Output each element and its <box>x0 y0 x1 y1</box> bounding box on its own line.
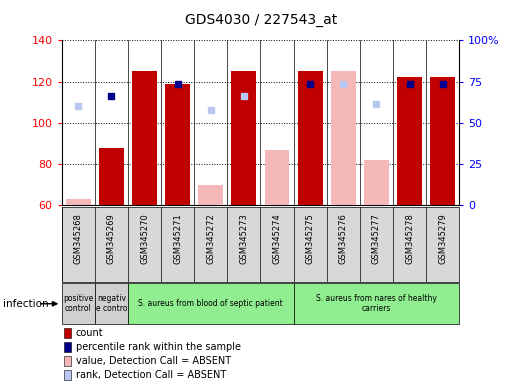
Bar <box>64 342 71 352</box>
Bar <box>331 71 356 205</box>
Text: GSM345274: GSM345274 <box>272 214 281 264</box>
Text: GSM345270: GSM345270 <box>140 214 149 264</box>
Text: GSM345276: GSM345276 <box>339 214 348 264</box>
Text: GSM345272: GSM345272 <box>206 214 215 264</box>
Text: GSM345269: GSM345269 <box>107 214 116 264</box>
Text: percentile rank within the sample: percentile rank within the sample <box>76 342 241 352</box>
Text: GDS4030 / 227543_at: GDS4030 / 227543_at <box>185 13 338 27</box>
Bar <box>95 283 128 324</box>
Text: S. aureus from blood of septic patient: S. aureus from blood of septic patient <box>139 299 283 308</box>
Bar <box>293 283 459 324</box>
Bar <box>298 71 323 205</box>
Bar <box>397 78 422 205</box>
Bar <box>62 283 95 324</box>
Text: GSM345279: GSM345279 <box>438 214 447 264</box>
Text: GSM345275: GSM345275 <box>305 214 315 264</box>
Bar <box>64 370 71 380</box>
Text: positive
control: positive control <box>63 294 94 313</box>
Text: rank, Detection Call = ABSENT: rank, Detection Call = ABSENT <box>76 370 226 380</box>
Bar <box>232 71 256 205</box>
Bar <box>128 283 293 324</box>
Text: infection: infection <box>3 299 48 309</box>
Bar <box>165 84 190 205</box>
Bar <box>66 199 90 205</box>
Bar <box>64 328 71 338</box>
Bar <box>198 185 223 205</box>
Text: negativ
e contro: negativ e contro <box>96 294 127 313</box>
Bar <box>132 71 157 205</box>
Bar <box>364 160 389 205</box>
Text: GSM345278: GSM345278 <box>405 214 414 264</box>
Text: GSM345271: GSM345271 <box>173 214 182 264</box>
Bar <box>99 148 124 205</box>
Text: GSM345277: GSM345277 <box>372 214 381 264</box>
Text: count: count <box>76 328 103 338</box>
Text: S. aureus from nares of healthy
carriers: S. aureus from nares of healthy carriers <box>316 294 437 313</box>
Text: GSM345268: GSM345268 <box>74 214 83 264</box>
Bar <box>64 356 71 366</box>
Bar <box>430 78 455 205</box>
Bar <box>265 150 289 205</box>
Text: value, Detection Call = ABSENT: value, Detection Call = ABSENT <box>76 356 231 366</box>
Text: GSM345273: GSM345273 <box>240 214 248 264</box>
